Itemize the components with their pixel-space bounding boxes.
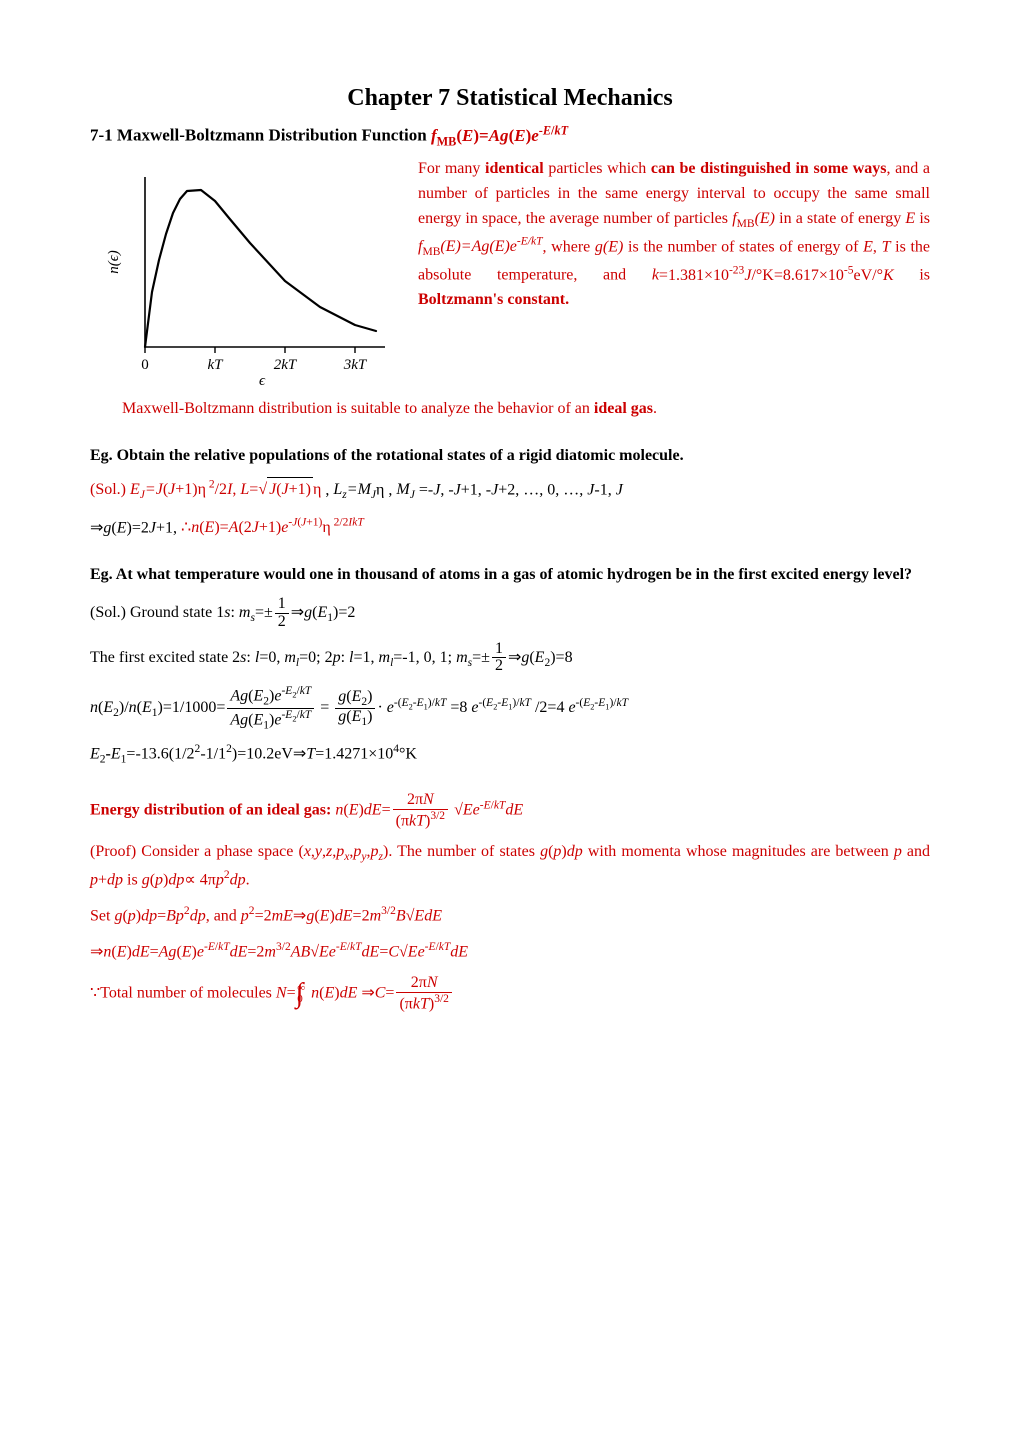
imply-line: ⇒n(E)dE=Ag(E)e-E/kTdE=2m3/2AB√Ee-E/kTdE=… <box>90 939 930 965</box>
proof-and: and <box>902 843 930 860</box>
intro-text: is <box>915 210 930 227</box>
intro-E: E <box>905 210 915 227</box>
intro2-text: Maxwell-Boltzmann distribution is suitab… <box>122 400 594 417</box>
energy-dist-label: Energy distribution of an ideal gas: <box>90 801 331 818</box>
intro-text: is the number of states of energy of <box>623 238 863 255</box>
intro-text: For many <box>418 160 485 177</box>
svg-text:0: 0 <box>141 357 149 373</box>
intro-text: , where <box>543 238 595 255</box>
proof-mid2: with momenta whose magnitudes are betwee… <box>583 843 894 860</box>
proof-is: is <box>123 871 142 888</box>
frac-num: 1 <box>492 641 506 659</box>
eg2-line2: The first excited state 2s: l=0, ml=0; 2… <box>90 641 930 676</box>
eg1-line2: ⇒g(E)=2J+1, ∴n(E)=A(2J+1)e-J(J+1)η 2/2Ik… <box>90 515 930 541</box>
frac-den: 2 <box>492 658 506 675</box>
intro-paragraph: For many identical particles which can b… <box>418 157 930 313</box>
intro-kval: =1.381×10-23J/°K=8.617×10-5eV/°K <box>659 267 894 284</box>
proof-post: . <box>246 871 250 888</box>
proof-p: p <box>894 843 902 860</box>
svg-text:3kT: 3kT <box>343 357 368 373</box>
intro-bold-identical: identical <box>485 160 544 177</box>
intro-bold-boltzmann: Boltzmann's constant. <box>418 291 569 308</box>
intro-section: 0 kT 2kT 3kT ϵ n(ϵ) For many identical p… <box>90 157 930 387</box>
frac-den: 2 <box>275 614 289 631</box>
proof-pre: (Proof) Consider a phase space ( <box>90 843 304 860</box>
svg-text:kT: kT <box>208 357 225 373</box>
intro-eq: fMB(E)=Ag(E)e-E/kT <box>418 238 543 255</box>
intro-bold-distinguished: can be distinguished in some ways <box>651 160 887 177</box>
eg2-heading: Eg. At what temperature would one in tho… <box>90 563 930 588</box>
intro-fmb: fMB(E) <box>732 210 775 227</box>
intro-text: , <box>873 238 882 255</box>
set-line: Set g(p)dp=Bp2dp, and p2=2mE⇒g(E)dE=2m3/… <box>90 903 930 929</box>
total-line: ∵Total number of molecules N=∫∞0n(E)dE ⇒… <box>90 975 930 1013</box>
intro-text: in a state of energy <box>775 210 905 227</box>
page-title: Chapter 7 Statistical Mechanics <box>90 80 930 117</box>
intro-gE: g(E) <box>595 238 623 255</box>
eg2-line1: (Sol.) Ground state 1s: ms=±12⇒g(E1)=2 <box>90 596 930 631</box>
subhead-formula: fMB(E)=Ag(E)e-E/kT <box>431 126 568 145</box>
intro-para2: Maxwell-Boltzmann distribution is suitab… <box>90 397 930 422</box>
eg2-line4: E2-E1=-13.6(1/22-1/12)=10.2eV⇒T=1.4271×1… <box>90 741 930 769</box>
subhead-text: 7-1 Maxwell-Boltzmann Distribution Funct… <box>90 126 431 145</box>
eg2-line3: n(E2)/n(E1)=1/1000=Ag(E2)e-E2/kTAg(E1)e-… <box>90 685 930 731</box>
intro-text: particles which <box>544 160 651 177</box>
svg-text:2kT: 2kT <box>274 357 298 373</box>
proof-para: (Proof) Consider a phase space (x,y,z,px… <box>90 840 930 893</box>
section-heading: 7-1 Maxwell-Boltzmann Distribution Funct… <box>90 121 930 151</box>
intro-E2: E <box>863 238 873 255</box>
proof-mid1: ). The number of states <box>383 843 540 860</box>
svg-text:n(ϵ): n(ϵ) <box>106 250 122 274</box>
intro2-post: . <box>653 400 657 417</box>
intro-k: k <box>652 267 659 284</box>
eg1-line1: (Sol.) EJ=J(J+1)η 2/2I, L=√J(J+1)η , Lz=… <box>90 477 930 505</box>
distribution-curve-figure: 0 kT 2kT 3kT ϵ n(ϵ) <box>90 157 400 387</box>
eg1-heading: Eg. Obtain the relative populations of t… <box>90 444 930 469</box>
frac-num: 1 <box>275 596 289 614</box>
energy-dist-heading: Energy distribution of an ideal gas: n(E… <box>90 792 930 830</box>
svg-text:ϵ: ϵ <box>259 373 266 387</box>
intro-text: is <box>894 267 930 284</box>
intro2-bold: ideal gas <box>594 400 653 417</box>
